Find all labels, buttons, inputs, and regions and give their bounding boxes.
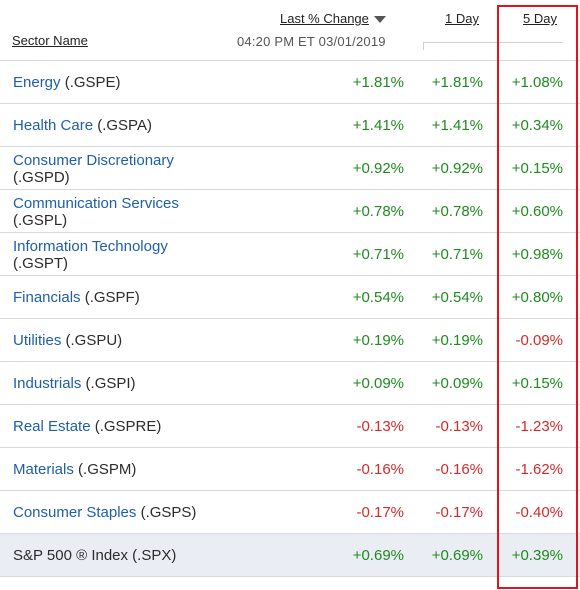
five-day-value: +0.80% [511, 289, 563, 306]
table-row: Materials (.GSPM) -0.16% -0.16% -1.62% [0, 448, 580, 491]
table-row: Real Estate (.GSPRE) -0.13% -0.13% -1.23… [0, 405, 580, 448]
timestamp: 04:20 PM ET 03/01/2019 [237, 34, 386, 49]
five-day-value: +0.98% [511, 246, 563, 263]
sector-link[interactable]: Real Estate [13, 418, 91, 435]
table-row: Utilities (.GSPU) +0.19% +0.19% -0.09% [0, 319, 580, 362]
last-change-value: -0.13% [356, 418, 404, 435]
five-day-value: +0.39% [511, 547, 563, 564]
five-day-value: -1.23% [515, 418, 563, 435]
five-day-value: -1.62% [515, 461, 563, 478]
one-day-value: +0.09% [431, 375, 483, 392]
five-day-value: +0.15% [511, 375, 563, 392]
sector-symbol: (.GSPF) [80, 289, 140, 306]
sector-symbol: (.GSPM) [73, 461, 137, 478]
sector-name-cell: Materials (.GSPM) [13, 448, 243, 491]
last-change-value: +0.92% [352, 160, 404, 177]
sector-symbol: (.GSPT) [13, 254, 68, 272]
five-day-value: +0.15% [511, 160, 563, 177]
table-row: Financials (.GSPF) +0.54% +0.54% +0.80% [0, 276, 580, 319]
sector-link[interactable]: Energy [13, 74, 61, 91]
table-row: Consumer Discretionary (.GSPD) +0.92% +0.… [0, 147, 580, 190]
one-day-header[interactable]: 1 Day [445, 11, 479, 26]
sector-name-cell: Consumer Staples (.GSPS) [13, 491, 243, 534]
sector-symbol: (.GSPD) [13, 168, 70, 186]
five-day-value: -0.40% [515, 504, 563, 521]
last-change-value: +0.19% [352, 332, 404, 349]
sector-name-cell: Utilities (.GSPU) [13, 319, 243, 362]
sector-table: Energy (.GSPE) +1.81% +1.81% +1.08% Heal… [0, 61, 580, 577]
five-day-value: +1.08% [511, 74, 563, 91]
last-change-value: +0.69% [352, 547, 404, 564]
one-day-value: +1.41% [431, 117, 483, 134]
sector-name-cell: Industrials (.GSPI) [13, 362, 243, 405]
sector-name-cell: Consumer Discretionary (.GSPD) [13, 147, 243, 190]
one-day-value: +1.81% [431, 74, 483, 91]
sector-link[interactable]: Materials [13, 461, 74, 478]
table-row: Communication Services (.GSPL) +0.78% +0.… [0, 190, 580, 233]
sector-link[interactable]: Communication Services [13, 194, 179, 212]
header-separator [0, 60, 580, 61]
one-day-value: -0.13% [435, 418, 483, 435]
header-divider [423, 42, 563, 43]
last-change-value: -0.16% [356, 461, 404, 478]
sector-link[interactable]: Consumer Staples [13, 504, 137, 521]
one-day-value: +0.69% [431, 547, 483, 564]
sector-name-cell: Health Care (.GSPA) [13, 104, 243, 147]
sector-symbol: (.GSPE) [60, 74, 121, 91]
sector-link[interactable]: Financials [13, 289, 81, 306]
five-day-value: +0.34% [511, 117, 563, 134]
five-day-value: +0.60% [511, 203, 563, 220]
sector-name-cell: Real Estate (.GSPRE) [13, 405, 243, 448]
table-row: Energy (.GSPE) +1.81% +1.81% +1.08% [0, 61, 580, 104]
last-change-value: +0.54% [352, 289, 404, 306]
last-change-value: -0.17% [356, 504, 404, 521]
sector-name-cell: Communication Services (.GSPL) [13, 190, 243, 233]
table-header: Last % Change 1 Day 5 Day Sector Name 04… [0, 0, 580, 61]
sector-link[interactable]: Health Care [13, 117, 94, 134]
sector-name-cell: Energy (.GSPE) [13, 61, 243, 104]
sector-symbol: (.GSPL) [13, 211, 68, 229]
one-day-value: +0.92% [431, 160, 483, 177]
sector-symbol: (.GSPU) [61, 332, 123, 349]
sector-link[interactable]: Consumer Discretionary [13, 151, 174, 169]
sector-name-cell: Financials (.GSPF) [13, 276, 243, 319]
five-day-header[interactable]: 5 Day [523, 11, 557, 26]
last-change-sort-header[interactable]: Last % Change [280, 11, 386, 26]
sector-symbol: (.GSPRE) [90, 418, 162, 435]
last-change-value: +1.81% [352, 74, 404, 91]
header-divider-tick [423, 42, 424, 50]
sector-name-cell: Information Technology (.GSPT) [13, 233, 243, 276]
sector-name-header[interactable]: Sector Name [12, 33, 88, 48]
last-change-value: +1.41% [352, 117, 404, 134]
table-row: Consumer Staples (.GSPS) -0.17% -0.17% -… [0, 491, 580, 534]
sort-down-icon [373, 16, 386, 24]
one-day-value: +0.54% [431, 289, 483, 306]
last-change-value: +0.78% [352, 203, 404, 220]
sector-link[interactable]: Utilities [13, 332, 62, 349]
five-day-highlight-box [497, 5, 578, 589]
table-row: Health Care (.GSPA) +1.41% +1.41% +0.34% [0, 104, 580, 147]
sector-link[interactable]: Industrials [13, 375, 82, 392]
sector-symbol: (.GSPI) [81, 375, 136, 392]
sector-link[interactable]: Information Technology [13, 237, 168, 255]
one-day-value: -0.16% [435, 461, 483, 478]
sector-symbol: (.GSPA) [93, 117, 152, 134]
one-day-value: +0.71% [431, 246, 483, 263]
one-day-value: -0.17% [435, 504, 483, 521]
table-row: Information Technology (.GSPT) +0.71% +0.… [0, 233, 580, 276]
last-change-value: +0.09% [352, 375, 404, 392]
last-change-value: +0.71% [352, 246, 404, 263]
index-name: S&P 500 ® Index (.SPX) [13, 547, 177, 564]
five-day-value: -0.09% [515, 332, 563, 349]
one-day-value: +0.19% [431, 332, 483, 349]
index-total-row: S&P 500 ® Index (.SPX) +0.69% +0.69% +0.… [0, 534, 580, 577]
table-row: Industrials (.GSPI) +0.09% +0.09% +0.15% [0, 362, 580, 405]
sector-symbol: (.GSPS) [136, 504, 197, 521]
last-change-label: Last % Change [280, 11, 369, 26]
one-day-value: +0.78% [431, 203, 483, 220]
